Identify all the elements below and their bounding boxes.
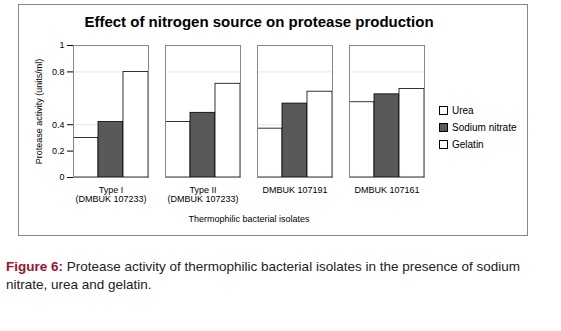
- html-text:Effect of nitrogen source on p: Effect of nitrogen source on protease pr…: [84, 13, 434, 30]
- html-text:Gelatin: Gelatin: [452, 139, 484, 150]
- svg-text:Protease activity (units/ml): Protease activity (units/ml): [34, 59, 44, 165]
- svg-text:0.4: 0.4: [52, 120, 65, 130]
- svg-text:Thermophilic bacterial isolate: Thermophilic bacterial isolates: [188, 214, 310, 224]
- svg-text:Type I(DMBUK 107233): Type I(DMBUK 107233): [75, 185, 146, 204]
- html-text:Figure 6: Protease activity of: Figure 6: Protease activity of thermophi…: [6, 259, 520, 293]
- svg-text:Type II(DMBUK 107233): Type II(DMBUK 107233): [167, 185, 238, 204]
- svg-text:1: 1: [59, 40, 64, 50]
- html-text:Sodium nitrate: Sodium nitrate: [452, 122, 517, 133]
- svg-text:0: 0: [59, 172, 64, 182]
- html-text:Urea: Urea: [452, 105, 474, 116]
- svg-text:DMBUK 107191: DMBUK 107191: [262, 185, 327, 195]
- svg-text:0.2: 0.2: [52, 146, 65, 156]
- svg-text:0.8: 0.8: [52, 67, 65, 77]
- svg-text:DMBUK 107161: DMBUK 107161: [354, 185, 419, 195]
